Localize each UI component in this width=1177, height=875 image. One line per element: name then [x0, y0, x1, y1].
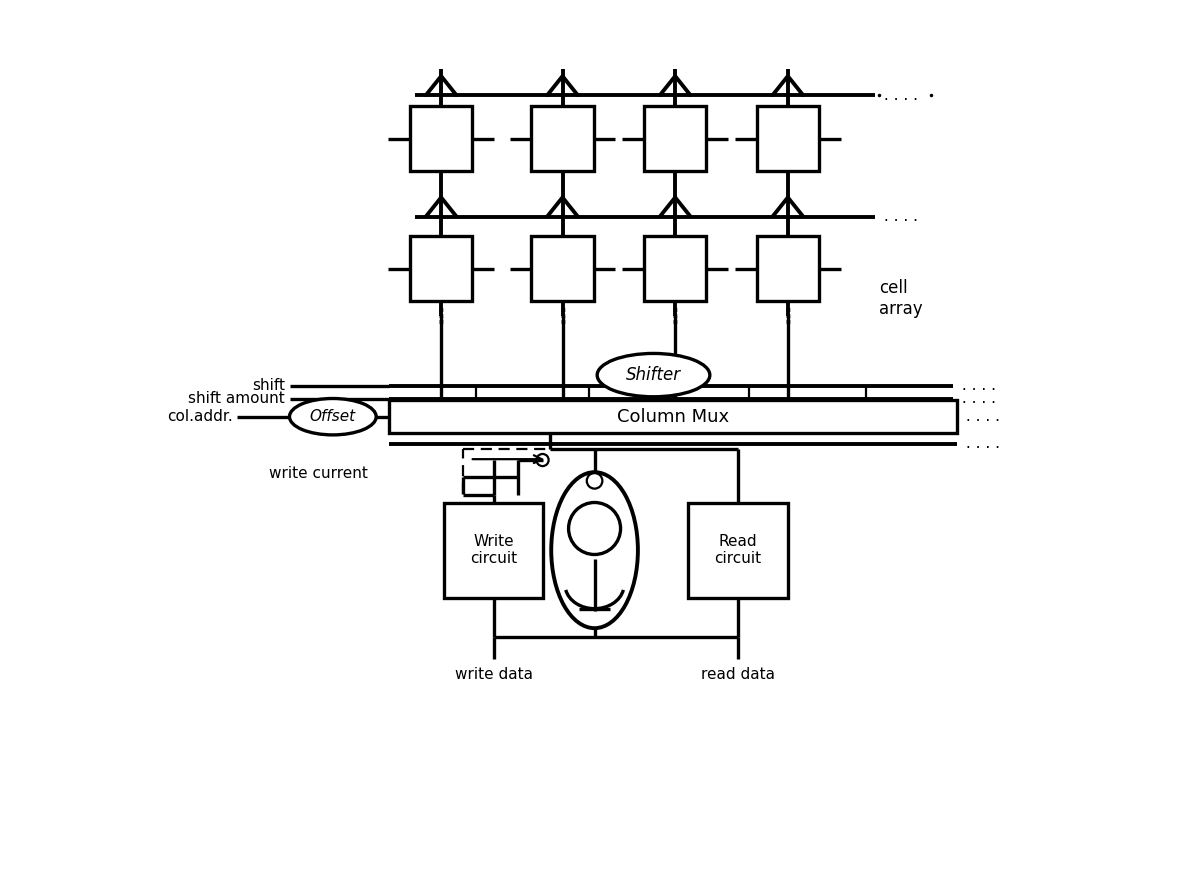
Text: Offset: Offset [310, 410, 355, 424]
Text: write current: write current [268, 466, 367, 481]
Bar [390, 400, 957, 433]
Text: . . . .: . . . . [957, 378, 996, 393]
Text: shift: shift [252, 378, 285, 393]
Text: . . . .: . . . . [879, 88, 918, 102]
Text: cell
array: cell array [879, 279, 923, 318]
Text: Write
circuit: Write circuit [470, 534, 517, 566]
Text: Shifter: Shifter [626, 366, 681, 384]
Bar [644, 106, 706, 171]
Bar [444, 502, 544, 598]
Bar [757, 106, 819, 171]
Text: ⋮: ⋮ [552, 306, 573, 326]
Bar [410, 236, 472, 301]
Bar [644, 236, 706, 301]
Bar [757, 236, 819, 301]
Text: ⋮: ⋮ [431, 306, 452, 326]
Text: . . . .: . . . . [879, 209, 918, 224]
Text: . . . .: . . . . [957, 391, 996, 406]
Text: col.addr.: col.addr. [167, 410, 233, 424]
Text: . . . .: . . . . [962, 410, 1000, 424]
Text: shift amount: shift amount [188, 391, 285, 406]
Text: . . . .: . . . . [962, 436, 1000, 452]
Bar [689, 502, 787, 598]
Ellipse shape [597, 354, 710, 396]
Ellipse shape [290, 398, 377, 435]
Bar [531, 236, 593, 301]
Text: ⋮: ⋮ [665, 306, 686, 326]
Text: write data: write data [454, 667, 533, 682]
Ellipse shape [551, 473, 638, 628]
Bar [410, 106, 472, 171]
Text: ⋮: ⋮ [777, 306, 798, 326]
Text: Read
circuit: Read circuit [714, 534, 762, 566]
Text: Column Mux: Column Mux [617, 408, 729, 426]
Text: read data: read data [701, 667, 774, 682]
Bar [531, 106, 593, 171]
